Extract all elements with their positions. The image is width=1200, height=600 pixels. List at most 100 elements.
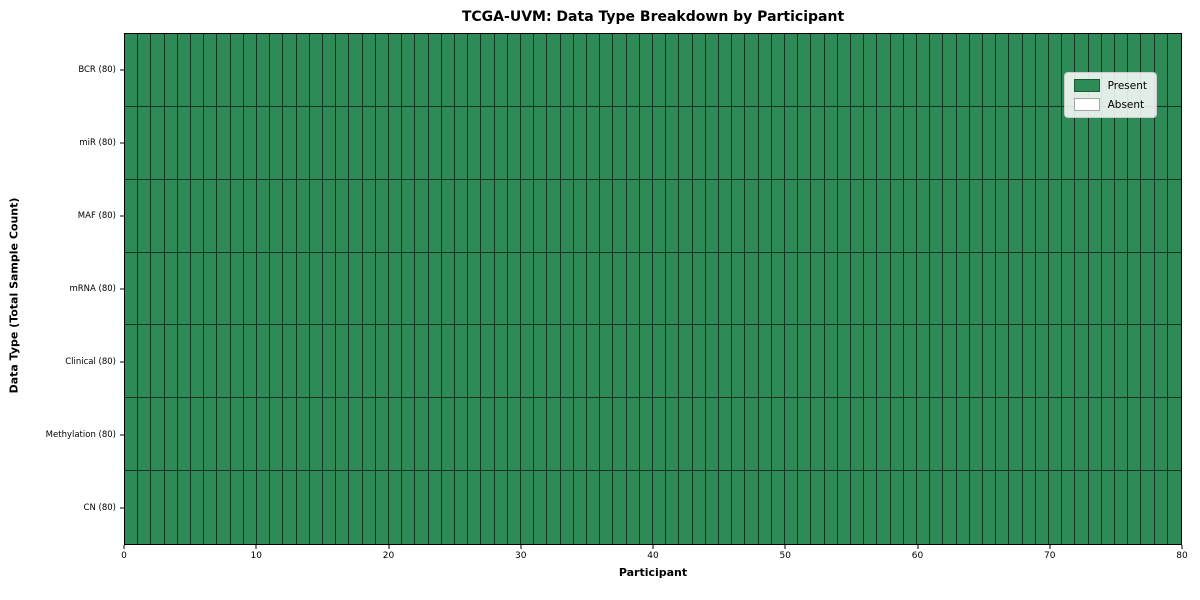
heatmap-cell [930,34,944,107]
heatmap-cell [204,106,218,180]
heatmap-cell [1088,106,1102,180]
heatmap-cell [1128,106,1142,180]
heatmap-cell [375,252,389,326]
heatmap-cell [956,179,970,253]
heatmap-cell [1048,398,1063,472]
heatmap-cell [969,106,983,180]
heatmap-cell [256,252,271,326]
heatmap-cell [903,252,917,326]
heatmap-cell [771,471,785,544]
heatmap-cell [534,471,548,544]
heatmap-cell [428,471,442,544]
heatmap-cell [903,106,917,180]
heatmap-cell [283,398,297,472]
heatmap-cell [190,471,205,544]
heatmap-cell [349,179,363,253]
heatmap-cell [441,398,455,472]
heatmap-cell [784,471,799,544]
heatmap-cell [375,471,389,544]
heatmap-cell [243,179,257,253]
heatmap-cell [811,325,825,399]
heatmap-cell [943,34,957,107]
x-tick-mark [652,545,654,549]
heatmap-cell [468,471,482,544]
heatmap-cell [903,471,917,544]
heatmap-cell [481,252,495,326]
heatmap-cell [639,471,653,544]
heatmap-cell [1009,252,1023,326]
x-tick-label: 80 [1176,551,1188,561]
heatmap-cell [296,471,310,544]
heatmap-cell [1167,179,1181,253]
heatmap-cell [1101,471,1115,544]
heatmap-cell [534,34,548,107]
heatmap-cell [1154,179,1168,253]
heatmap-cell [547,398,561,472]
heatmap-cell [798,325,812,399]
heatmap-cell [784,325,799,399]
heatmap-cell [639,34,653,107]
heatmap-cell [1101,179,1115,253]
heatmap-cell [1075,252,1089,326]
heatmap-cell [243,325,257,399]
heatmap-cell [956,252,970,326]
heatmap-cell [454,325,469,399]
heatmap-cell [362,106,376,180]
heatmap-cell [534,179,548,253]
heatmap-cell [388,106,403,180]
heatmap-cell [864,398,878,472]
heatmap-cell [547,252,561,326]
heatmap-cell [1035,252,1049,326]
heatmap-cell [930,398,944,472]
x-tick-label: 50 [779,551,791,561]
heatmap-cell [745,471,759,544]
heatmap-cell [507,252,521,326]
heatmap-cell [916,325,931,399]
heatmap-cell [256,471,271,544]
heatmap-cell [1022,398,1036,472]
heatmap-cell [322,252,337,326]
heatmap-cell [732,34,746,107]
heatmap-cell [362,252,376,326]
heatmap-cell [732,179,746,253]
heatmap-cell [1022,471,1036,544]
heatmap-cell [890,398,904,472]
heatmap-cell [1075,325,1089,399]
heatmap-cell [375,179,389,253]
heatmap-cell [996,179,1010,253]
heatmap-cell [771,398,785,472]
heatmap-cell [547,325,561,399]
heatmap-cell [771,325,785,399]
heatmap-cell [177,252,191,326]
heatmap-cell [415,471,429,544]
heatmap-cell [243,398,257,472]
heatmap-cell [151,325,165,399]
heatmap-cell [679,34,693,107]
heatmap-cell [481,398,495,472]
heatmap-cell [441,106,455,180]
heatmap-cell [850,325,865,399]
heatmap-cell [982,398,997,472]
y-tick-mark [120,288,124,290]
heatmap-cell [454,106,469,180]
heatmap-cell [626,34,640,107]
heatmap-cell [270,325,284,399]
heatmap-cell [388,325,403,399]
heatmap-cell [890,106,904,180]
heatmap-cell [507,398,521,472]
heatmap-cell [336,398,350,472]
heatmap-cell [600,179,614,253]
heatmap-cell [1075,471,1089,544]
heatmap-cell [982,106,997,180]
heatmap-cell [322,34,337,107]
heatmap-cell [666,325,680,399]
heatmap-cell [322,179,337,253]
heatmap-cell [930,471,944,544]
heatmap-cell [230,179,244,253]
heatmap-cell [217,179,231,253]
heatmap-cell [336,34,350,107]
heatmap-cell [230,398,244,472]
heatmap-cell [705,179,719,253]
heatmap-cell [811,471,825,544]
heatmap-cell [705,106,719,180]
